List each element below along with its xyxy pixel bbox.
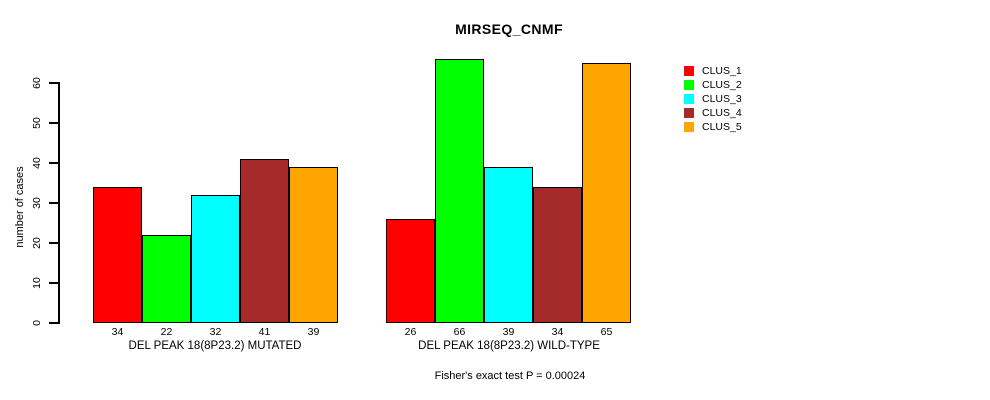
y-axis-tick [49, 122, 59, 124]
y-axis-tick [49, 82, 59, 84]
bar-value-label: 39 [307, 326, 320, 338]
legend-swatch-clus_1 [684, 66, 694, 76]
y-axis-tick-label: 10 [31, 277, 43, 289]
y-axis-tick-label: 30 [31, 197, 43, 209]
legend: CLUS_1 CLUS_2 CLUS_3 CLUS_4 CLUS_5 [684, 64, 742, 134]
bar-value-label: 66 [453, 326, 466, 338]
legend-swatch-clus_4 [684, 108, 694, 118]
bar-value-label: 32 [209, 326, 222, 338]
y-axis-tick-label: 20 [31, 237, 43, 249]
bar-clus_5-mutated [289, 167, 338, 323]
y-axis-title: number of cases [14, 166, 26, 248]
bar-clus_1-mutated [93, 187, 142, 323]
y-axis-tick [49, 322, 59, 324]
bar-value-label: 34 [551, 326, 564, 338]
x-axis-label-mutated: DEL PEAK 18(8P23.2) MUTATED [128, 340, 302, 352]
bar-value-label: 22 [160, 326, 173, 338]
x-axis-label-wild-type: DEL PEAK 18(8P23.2) WILD-TYPE [418, 340, 600, 352]
legend-item-clus_1: CLUS_1 [684, 64, 742, 78]
legend-item-label: CLUS_3 [702, 93, 742, 105]
y-axis-tick [49, 242, 59, 244]
bar-clus_3-wild-type [484, 167, 533, 323]
bar-value-label: 39 [502, 326, 515, 338]
legend-item-label: CLUS_5 [702, 121, 742, 133]
bar-clus_2-wild-type [435, 59, 484, 323]
fisher-test-annotation: Fisher's exact test P = 0.00024 [434, 370, 586, 382]
legend-item-clus_2: CLUS_2 [684, 78, 742, 92]
bar-clus_4-wild-type [533, 187, 582, 323]
bar-value-label: 65 [600, 326, 613, 338]
legend-item-clus_3: CLUS_3 [684, 92, 742, 106]
legend-item-label: CLUS_2 [702, 79, 742, 91]
legend-item-clus_5: CLUS_5 [684, 120, 742, 134]
y-axis-tick [49, 282, 59, 284]
y-axis-tick-label: 50 [31, 117, 43, 129]
legend-swatch-clus_5 [684, 122, 694, 132]
y-axis-tick-label: 0 [31, 320, 43, 326]
y-axis-tick [49, 162, 59, 164]
chart-title: MIRSEQ_CNMF [455, 21, 563, 37]
bar-clus_1-wild-type [386, 219, 435, 323]
y-axis-tick-label: 40 [31, 157, 43, 169]
legend-swatch-clus_2 [684, 80, 694, 90]
bar-value-label: 34 [111, 326, 124, 338]
legend-swatch-clus_3 [684, 94, 694, 104]
bar-value-label: 26 [404, 326, 417, 338]
bar-clus_3-mutated [191, 195, 240, 323]
legend-item-label: CLUS_4 [702, 107, 742, 119]
bar-value-label: 41 [258, 326, 271, 338]
legend-item-clus_4: CLUS_4 [684, 106, 742, 120]
bar-clus_5-wild-type [582, 63, 631, 323]
legend-item-label: CLUS_1 [702, 65, 742, 77]
bar-clus_2-mutated [142, 235, 191, 323]
bar-clus_4-mutated [240, 159, 289, 323]
y-axis-tick-label: 60 [31, 77, 43, 89]
y-axis-tick [49, 202, 59, 204]
